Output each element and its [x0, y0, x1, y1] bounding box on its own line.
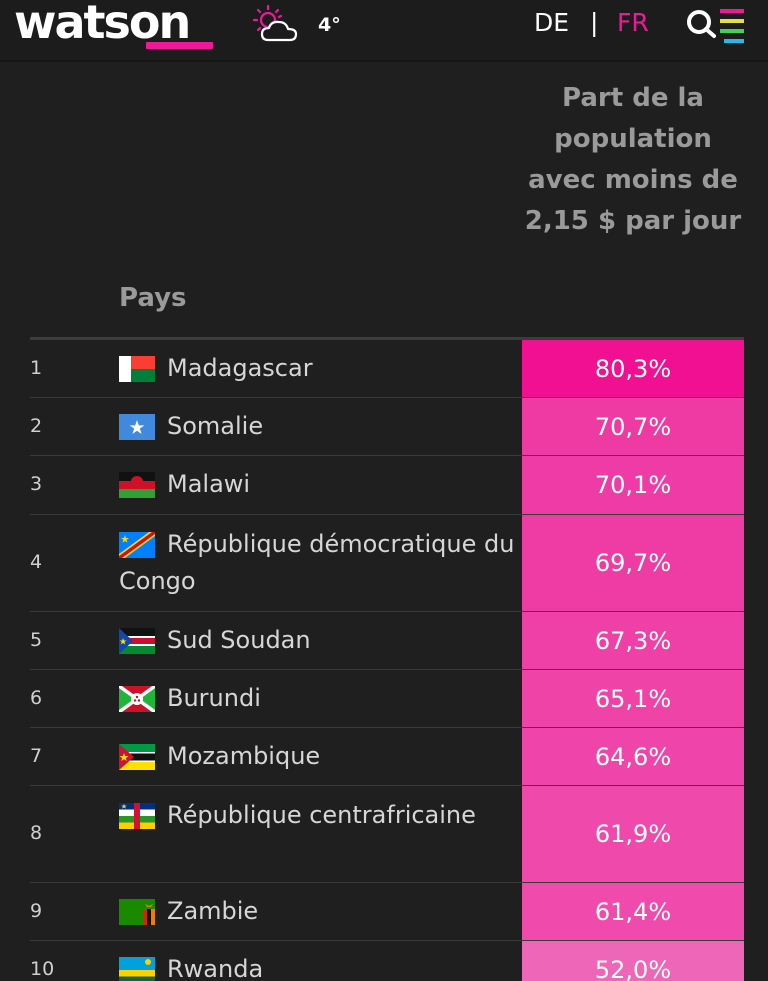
language-de-link[interactable]: DE: [534, 8, 570, 37]
logo-underline: [146, 42, 213, 49]
burundi-flag-icon: [119, 686, 155, 712]
table-row: 8 République centrafricaine 61,9%: [30, 786, 744, 883]
table-row: 6 Burundi 65,1%: [30, 670, 744, 728]
somalia-flag-icon: [119, 414, 155, 440]
malawi-flag-icon: [119, 472, 155, 498]
country-name: République démocratique du Congo: [119, 530, 515, 595]
table-row: 9 Zambie 61,4%: [30, 883, 744, 941]
header-divider: [30, 337, 744, 340]
rwanda-flag-icon: [119, 957, 155, 981]
drc-flag-icon: [119, 532, 155, 558]
country-name: Zambie: [167, 897, 259, 925]
rank-number: 1: [30, 357, 43, 379]
share-value: 61,9%: [522, 786, 744, 882]
share-value: 64,6%: [522, 728, 744, 785]
rank-number: 3: [30, 473, 43, 495]
rank-number: 8: [30, 822, 43, 844]
rank-number: 10: [30, 958, 55, 980]
language-fr-link[interactable]: FR: [617, 8, 649, 37]
country-name: Rwanda: [167, 955, 264, 981]
zambia-flag-icon: [119, 899, 155, 925]
rank-number: 6: [30, 687, 43, 709]
search-menu-icon[interactable]: [684, 4, 746, 44]
country-name: République centrafricaine: [167, 801, 476, 829]
temperature: 4°: [318, 14, 341, 36]
share-value: 70,1%: [522, 456, 744, 514]
country-name: Sud Soudan: [167, 626, 311, 654]
top-bar: watson 4° DE | FR: [0, 0, 768, 62]
country-name: Madagascar: [167, 354, 313, 382]
rank-number: 5: [30, 629, 43, 651]
country-name: Somalie: [167, 412, 264, 440]
table-row: 10 Rwanda 52,0%: [30, 941, 744, 981]
rank-number: 4: [30, 551, 43, 573]
country-name: Malawi: [167, 470, 251, 498]
share-value: 65,1%: [522, 670, 744, 727]
partly-cloudy-icon[interactable]: [248, 4, 308, 44]
share-value: 52,0%: [522, 941, 744, 981]
share-value: 67,3%: [522, 612, 744, 669]
share-value: 61,4%: [522, 883, 744, 940]
watson-logo[interactable]: watson: [14, 0, 191, 49]
language-separator: |: [590, 8, 599, 37]
share-value: 80,3%: [522, 340, 744, 397]
car-flag-icon: [119, 803, 155, 829]
madagascar-flag-icon: [119, 356, 155, 382]
column-header-share[interactable]: Part de la population avec moins de 2,15…: [524, 83, 742, 236]
table-row: 5 Sud Soudan 67,3%: [30, 612, 744, 670]
table-row: 1 Madagascar 80,3%: [30, 340, 744, 398]
table-row: 7 Mozambique 64,6%: [30, 728, 744, 786]
share-value: 70,7%: [522, 398, 744, 455]
country-name: Mozambique: [167, 742, 321, 770]
table-row: 4 République démocratique du Congo 69,7%: [30, 515, 744, 612]
rank-number: 2: [30, 415, 43, 437]
rank-number: 7: [30, 745, 43, 767]
table-row: 2 Somalie 70,7%: [30, 398, 744, 456]
share-value: 69,7%: [522, 515, 744, 611]
column-header-country[interactable]: Pays: [119, 283, 187, 313]
table-row: 3 Malawi 70,1%: [30, 456, 744, 515]
country-name: Burundi: [167, 684, 261, 712]
rank-number: 9: [30, 900, 43, 922]
south-sudan-flag-icon: [119, 628, 155, 654]
mozambique-flag-icon: [119, 744, 155, 770]
